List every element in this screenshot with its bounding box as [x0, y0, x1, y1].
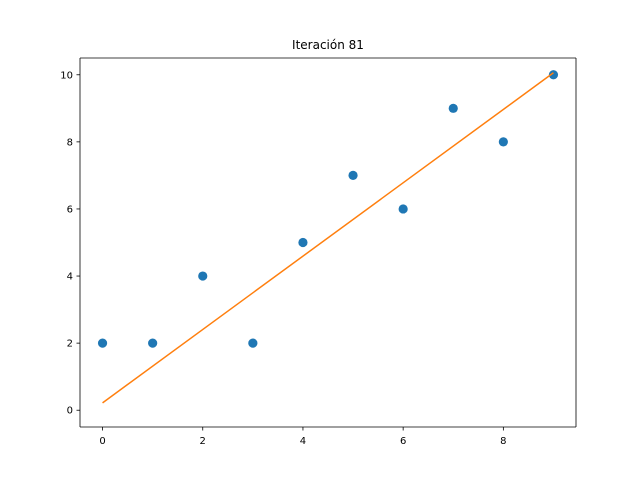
chart-title: Iteración 81 [292, 38, 364, 52]
y-tick-label: 10 [60, 70, 73, 81]
x-tick-label: 8 [500, 436, 506, 447]
scatter-point [97, 338, 108, 348]
scatter-point [348, 170, 358, 181]
scatter-point [398, 204, 408, 214]
y-tick-label: 8 [67, 137, 73, 148]
x-tick-label: 0 [99, 436, 105, 447]
x-tick-label: 6 [400, 436, 406, 447]
fit-line [102, 72, 554, 404]
plot-area: 0 2 4 6 8 0 2 4 6 8 10 [60, 57, 577, 447]
y-tick-label: 2 [67, 339, 73, 350]
scatter-point [198, 271, 208, 281]
scatter-point [498, 137, 508, 147]
x-tick-label: 2 [200, 436, 206, 447]
x-tick-label: 4 [300, 436, 306, 447]
scatter-point [548, 70, 559, 80]
scatter-point [448, 103, 458, 113]
y-tick-label: 4 [67, 272, 73, 283]
scatter-point [148, 338, 158, 348]
y-tick-label: 0 [67, 406, 73, 417]
scatter-point [298, 237, 308, 248]
y-tick-label: 6 [67, 204, 73, 215]
scatter-point [248, 338, 258, 348]
